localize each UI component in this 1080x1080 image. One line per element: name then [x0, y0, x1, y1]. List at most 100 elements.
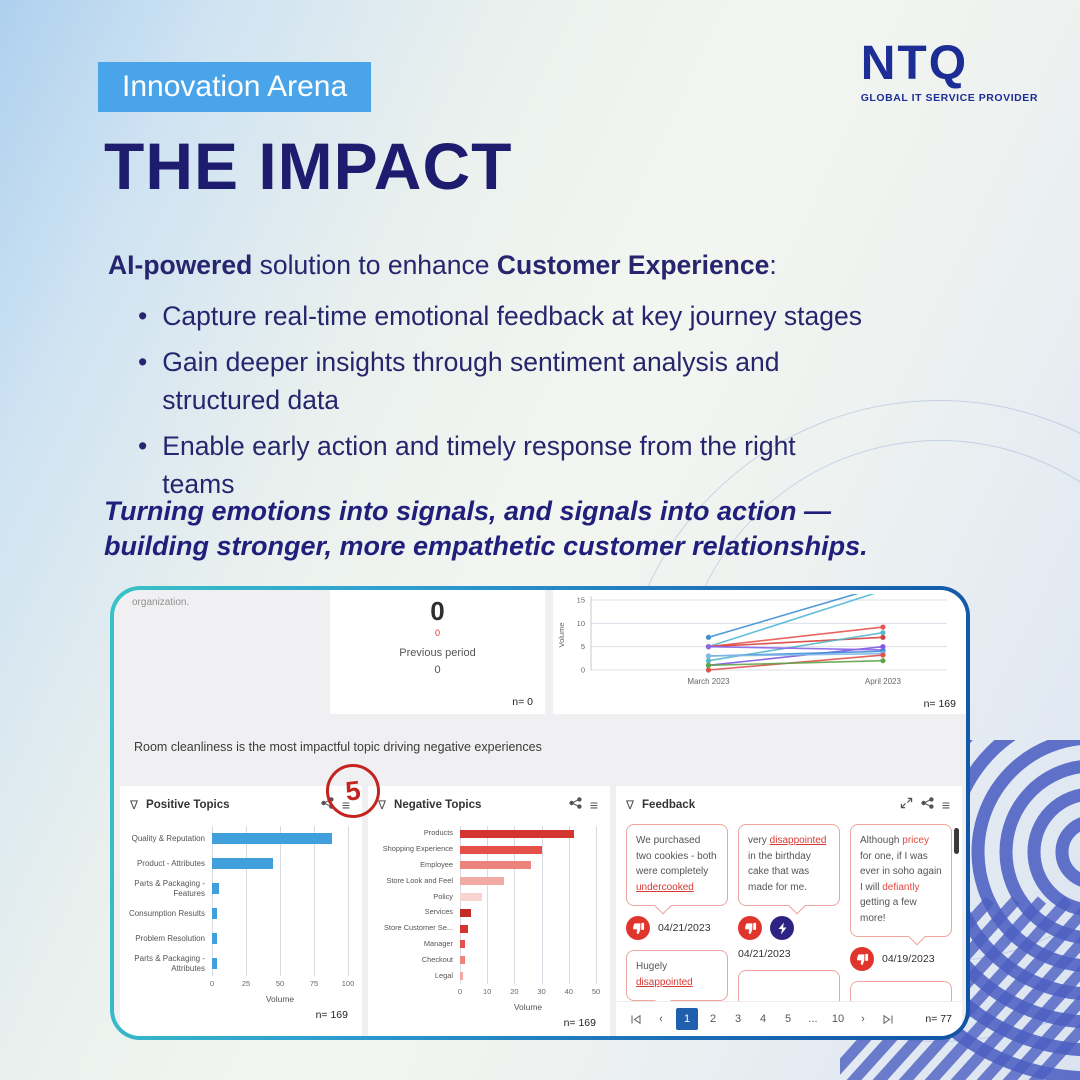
y-tick: 10	[577, 619, 585, 628]
positive-topics-panel: ∇ Positive Topics ≡ Quality & Reputation…	[120, 786, 362, 1036]
bar	[460, 972, 463, 981]
filter-icon[interactable]: ∇	[626, 798, 635, 812]
bar-row: Store Look and Feel	[368, 873, 596, 889]
feedback-card: We purchased two cookies - both were com…	[626, 824, 728, 940]
feedback-bubble	[738, 970, 840, 1002]
badge-label: Innovation Arena	[122, 70, 348, 103]
bar-label: Store Look and Feel	[386, 876, 453, 885]
feedback-bubble: very disappointed in the birthday cake t…	[738, 824, 840, 906]
series-line	[708, 626, 884, 648]
y-axis-label: Volume	[557, 622, 566, 647]
bar-row: Product - Attributes	[120, 851, 348, 876]
bar-label: Shopping Experience	[382, 845, 453, 854]
gridline	[212, 826, 213, 976]
x-tick: March 2023	[687, 677, 730, 686]
bar-label: Manager	[423, 940, 453, 949]
panel-actions: ≡	[321, 796, 350, 814]
bar	[212, 958, 218, 969]
feedback-panel: ∇ Feedback ≡ We purchased two cookies - …	[616, 786, 962, 1036]
share-icon[interactable]	[921, 796, 934, 814]
bullet-text: Enable early action and timely response …	[162, 430, 796, 499]
last-page-icon[interactable]	[878, 1009, 898, 1029]
page-button[interactable]: 2	[709, 1013, 717, 1025]
axis-tick: 0	[457, 986, 463, 996]
bar	[460, 861, 531, 870]
bar-chart-area: Quality & Reputation Product - Attributes…	[120, 826, 349, 976]
feedback-card	[738, 970, 840, 1002]
page-button[interactable]: 3	[734, 1013, 742, 1025]
share-icon[interactable]	[569, 796, 582, 814]
expand-icon[interactable]	[900, 796, 913, 814]
feedback-meta: 04/21/2023	[626, 916, 728, 940]
thumbs-down-badge-icon	[850, 947, 874, 971]
page-button[interactable]: 4	[759, 1013, 767, 1025]
bullet-dot: •	[138, 430, 148, 461]
bar-row: Parts & Packaging - Attributes	[120, 951, 348, 976]
bullet-item: • Gain deeper insights through sentiment …	[116, 344, 946, 420]
section-badge: Innovation Arena	[98, 62, 372, 112]
page-button[interactable]: 10	[831, 1013, 845, 1025]
gridline	[596, 826, 597, 984]
filter-icon[interactable]: ∇	[130, 798, 139, 812]
panel-title: Negative Topics	[394, 799, 482, 811]
page-button[interactable]: 1	[676, 1008, 698, 1030]
trend-sample-size: n= 169	[923, 698, 956, 710]
prev-page-icon[interactable]: ‹	[659, 1013, 663, 1025]
series-point	[880, 634, 886, 640]
pagination-bar: ‹ 1 2 3 4 5... 10 › n= 77	[616, 1001, 962, 1036]
axis-tick: 0	[209, 979, 215, 988]
thumbs-down-badge-icon	[738, 916, 762, 940]
series-line	[708, 659, 883, 667]
bar-row: Problem Resolution	[120, 926, 348, 951]
bar	[212, 908, 218, 919]
series-point	[705, 644, 712, 650]
feedback-date: 04/19/2023	[882, 953, 935, 965]
gridline	[568, 826, 570, 984]
bar	[460, 956, 466, 965]
page-button[interactable]: 5	[784, 1013, 792, 1025]
intro-colon: :	[769, 250, 777, 280]
bar	[212, 833, 332, 844]
share-icon[interactable]	[321, 796, 334, 814]
series-point	[705, 658, 712, 664]
series-point	[880, 658, 886, 664]
gridline	[246, 826, 247, 976]
filter-icon[interactable]: ∇	[378, 798, 387, 812]
bar-track	[460, 861, 596, 870]
menu-icon[interactable]: ≡	[941, 797, 950, 813]
panel-actions: ≡	[900, 796, 950, 814]
bar-label: Parts & Packaging - Attributes	[134, 953, 205, 973]
menu-icon[interactable]: ≡	[341, 797, 350, 813]
feedback-text: very	[748, 835, 770, 846]
feedback-bubble: We purchased two cookies - both were com…	[626, 824, 728, 906]
chart-grid	[460, 826, 597, 984]
bar	[460, 877, 504, 886]
axis-tick: 50	[591, 986, 601, 996]
feedback-date: 04/21/2023	[658, 922, 711, 934]
bar	[460, 940, 466, 949]
dashboard-screenshot: organization. 0 0 Previous period 0 n= 0…	[110, 586, 970, 1040]
bar-row: Shopping Experience	[368, 842, 596, 858]
gridline	[514, 826, 516, 984]
trend-line-chart: 0 5 10 15 March 2023 April 2023 Volume	[557, 594, 947, 686]
series-line	[708, 652, 883, 657]
bar-row: Checkout	[368, 952, 596, 968]
first-page-icon[interactable]	[626, 1009, 646, 1029]
axis-tick: 100	[341, 979, 355, 988]
bar	[460, 829, 575, 838]
axis-tick: 40	[564, 986, 573, 996]
bar-track	[460, 877, 596, 886]
bar-track	[460, 908, 596, 917]
bar-track	[212, 908, 348, 919]
bar	[460, 924, 469, 933]
bar-row: Manager	[368, 937, 596, 953]
bar-label: Quality & Reputation	[131, 833, 205, 843]
menu-icon[interactable]: ≡	[589, 797, 598, 813]
feedback-column: Although pricey for one, if I was ever i…	[850, 824, 952, 1002]
bar-rows: Quality & Reputation Product - Attributes…	[120, 826, 348, 976]
x-tick: April 2023	[865, 677, 902, 686]
axis-tick: 10	[483, 986, 492, 996]
next-page-icon[interactable]: ›	[861, 1013, 865, 1025]
scrollbar[interactable]	[954, 828, 959, 854]
